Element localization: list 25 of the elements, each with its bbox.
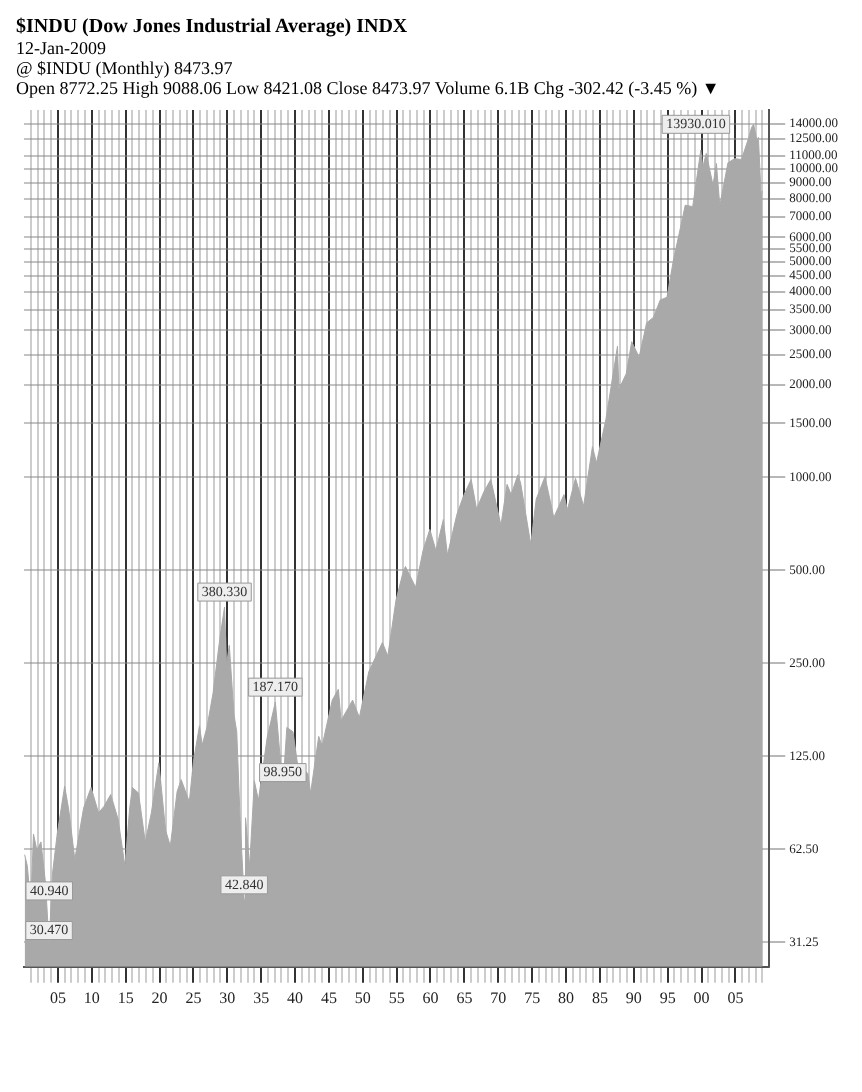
x-tick-label: 25 xyxy=(185,988,202,1007)
text: @ $INDU (Monthly) 8473.97 xyxy=(16,58,235,78)
x-tick-label: 50 xyxy=(354,988,371,1007)
text: 12-Jan-2009 xyxy=(16,38,108,58)
x-tick-label: 85 xyxy=(591,988,608,1007)
x-tick-label: 40 xyxy=(287,988,303,1007)
chart-subtitle: Open 8772.25 High 9088.06 Low 8421.08 Close 8473.97 Volume 6.1B Chg -302.42 (-3.45 %) ▼ xyxy=(16,78,722,98)
x-tick-label: 95 xyxy=(659,988,676,1007)
x-tick-label: 70 xyxy=(490,988,507,1007)
x-tick-label: 05 xyxy=(49,988,66,1007)
x-tick-label: 05 xyxy=(727,988,744,1007)
chart-title: $INDU (Dow Jones Industrial Average) INDX xyxy=(16,16,410,38)
x-tick-label: 00 xyxy=(693,988,710,1007)
x-tick-label: 65 xyxy=(456,988,473,1007)
x-tick-label: 10 xyxy=(83,988,100,1007)
x-tick-label: 55 xyxy=(388,988,405,1007)
x-tick-label: 60 xyxy=(422,988,439,1007)
x-tick-label: 80 xyxy=(558,988,574,1007)
x-tick-label: 20 xyxy=(151,988,168,1007)
x-tick-label: 90 xyxy=(625,988,642,1007)
x-tick-label: 45 xyxy=(320,988,337,1007)
x-tick-label: 15 xyxy=(117,988,134,1007)
x-tick-label: 30 xyxy=(219,988,236,1007)
x-tick-label: 75 xyxy=(524,988,541,1007)
x-tick-label: 35 xyxy=(253,988,270,1007)
